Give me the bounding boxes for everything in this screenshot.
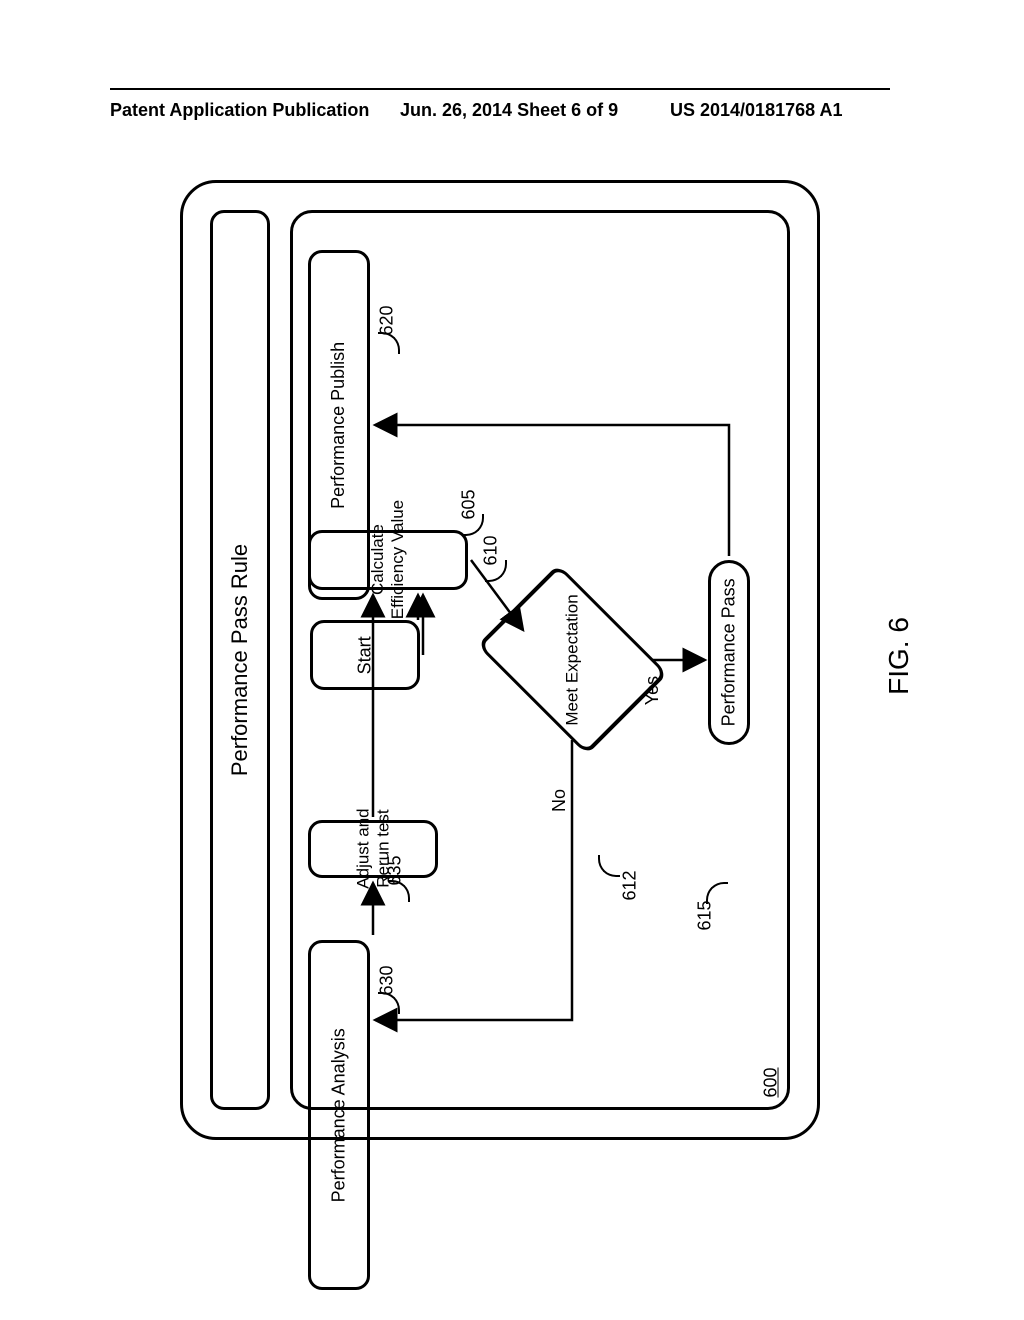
ref-605: 605 (454, 494, 484, 515)
ref-620: 620 (372, 310, 402, 331)
decision-text: Meet Expectation (563, 594, 583, 725)
node-calc: Calculate Efficiency Value (308, 530, 468, 590)
ref-610: 610 (476, 540, 506, 561)
decision-text-wrap: Meet Expectation (515, 602, 630, 717)
edge-label-no: No (548, 790, 571, 811)
node-pass-text: Performance Pass (719, 578, 740, 726)
figure-caption: FIG. 6 (860, 640, 938, 672)
header-center: Jun. 26, 2014 Sheet 6 of 9 (400, 100, 618, 121)
node-decision: Meet Expectation (515, 602, 630, 717)
node-calc-text: Calculate Efficiency Value (368, 500, 407, 619)
edge-label-yes: Yes (638, 680, 667, 701)
header-left: Patent Application Publication (110, 100, 369, 121)
ref-635: 635 (380, 860, 410, 881)
ref-612: 612 (615, 875, 645, 896)
node-adjust: Adjust and Rerun test (308, 820, 438, 878)
node-analysis: Performance Analysis (308, 940, 370, 1290)
ref-630: 630 (372, 970, 402, 991)
node-start: Start (310, 620, 420, 690)
title-box: Performance Pass Rule (210, 210, 270, 1110)
node-analysis-text: Performance Analysis (329, 1028, 350, 1202)
ref-600: 600 (756, 1072, 786, 1093)
node-publish-text: Performance Publish (329, 341, 350, 508)
header-rule (110, 88, 890, 90)
page: Patent Application Publication Jun. 26, … (0, 0, 1024, 1320)
node-pass: Performance Pass (708, 560, 750, 745)
title-text: Performance Pass Rule (227, 544, 253, 776)
header-right: US 2014/0181768 A1 (670, 100, 842, 121)
node-start-text: Start (355, 636, 376, 674)
ref-615: 615 (690, 905, 720, 926)
